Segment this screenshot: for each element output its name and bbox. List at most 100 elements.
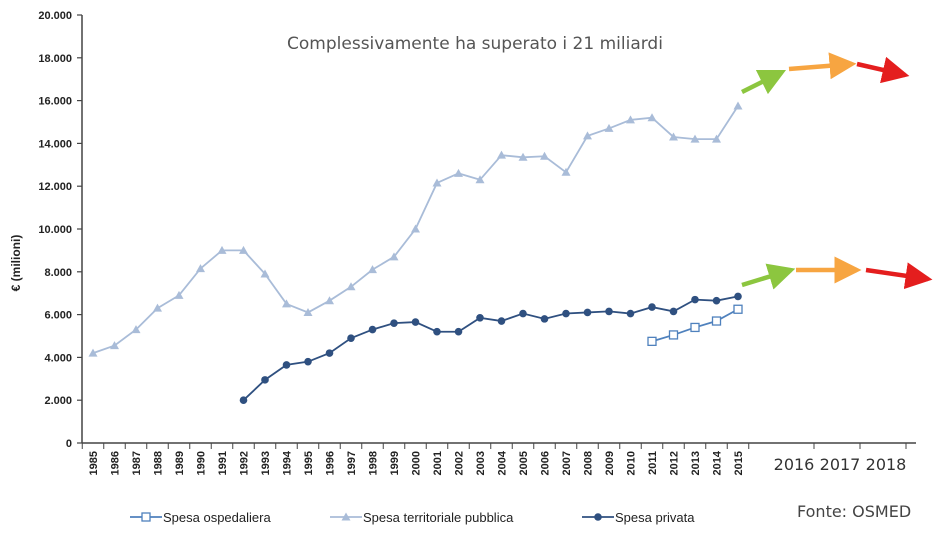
x-tick-label: 1989 <box>174 451 186 475</box>
data-point <box>347 334 355 342</box>
legend-item: Spesa ospedaliera <box>130 510 271 525</box>
data-point <box>325 349 334 357</box>
y-tick-label: 2.000 <box>44 395 72 407</box>
data-point <box>454 327 463 336</box>
data-point <box>174 290 184 299</box>
data-point <box>668 330 679 340</box>
series-line <box>242 295 739 401</box>
data-point <box>433 327 441 336</box>
series-spesa-privata <box>239 292 742 405</box>
x-tick-label: 2010 <box>626 451 638 475</box>
x-tick-label-projection: 2018 <box>866 455 907 474</box>
data-point <box>346 282 356 291</box>
lower-trend-arrow <box>865 262 933 290</box>
x-tick-label: 2004 <box>497 450 509 475</box>
data-point <box>475 175 485 184</box>
data-point <box>540 151 549 160</box>
y-tick-label: 10.000 <box>38 224 72 236</box>
x-tick-label: 1990 <box>196 451 208 475</box>
legend: Spesa ospedaliera Spesa territoriale pubb… <box>130 510 695 525</box>
x-tick-label: 1998 <box>368 451 380 475</box>
data-point <box>519 309 527 318</box>
data-point <box>131 325 141 334</box>
data-point <box>518 152 528 161</box>
x-tick-label: 1994 <box>282 450 294 475</box>
data-point <box>368 265 377 274</box>
x-tick-label-projection: 2017 <box>820 455 861 474</box>
y-tick-label: 18.000 <box>38 53 72 65</box>
data-point <box>540 315 549 323</box>
y-tick-label: 12.000 <box>38 181 72 193</box>
data-point <box>562 309 570 318</box>
x-axis: 1985 1986 1987 1988 1989 1990 1991 1992 1993 1994… <box>81 442 916 475</box>
data-point <box>303 307 313 316</box>
source-note: Fonte: OSMED <box>797 502 911 521</box>
legend-item: Spesa territoriale pubblica <box>330 510 514 525</box>
data-point <box>261 376 269 384</box>
series-spesa-ospedaliera <box>647 304 743 347</box>
data-point <box>341 512 351 521</box>
x-tick-label: 2002 <box>454 451 466 475</box>
x-tick-label: 1999 <box>389 451 401 475</box>
data-point <box>648 303 656 311</box>
y-tick-label: 0 <box>66 438 72 450</box>
x-tick-label: 2009 <box>604 451 616 475</box>
data-point <box>647 336 657 347</box>
y-axis-label: € (milioni) <box>9 235 23 292</box>
x-tick-label: 2008 <box>583 451 595 475</box>
x-tick-label: 1985 <box>88 451 100 475</box>
data-point <box>239 245 248 254</box>
data-point <box>389 252 399 261</box>
data-point <box>669 307 678 316</box>
x-tick-label: 2006 <box>540 451 552 475</box>
data-point <box>304 357 312 366</box>
data-point <box>196 264 205 273</box>
data-point <box>733 304 743 314</box>
upper-trend-arrow <box>788 52 857 80</box>
y-tick-label: 6.000 <box>44 310 72 322</box>
x-tick-label-projection: 2016 <box>774 455 815 474</box>
legend-label: Spesa ospedaliera <box>163 510 271 525</box>
lower-trend-arrow <box>741 263 796 290</box>
data-point <box>239 396 248 405</box>
data-point <box>432 178 442 187</box>
data-point <box>626 115 635 124</box>
x-tick-label: 2014 <box>712 450 724 475</box>
data-point <box>604 123 614 132</box>
x-tick-label: 2001 <box>432 451 444 475</box>
legend-label: Spesa privata <box>615 510 695 525</box>
chart-annotation: Complessivamente ha superato i 21 miliar… <box>287 34 663 54</box>
data-point <box>325 296 334 305</box>
data-point <box>411 224 420 233</box>
data-point <box>497 317 506 325</box>
x-tick-label: 1986 <box>110 451 122 475</box>
x-tick-label: 2012 <box>669 451 681 475</box>
trend-arrows <box>740 52 933 290</box>
x-tick-label: 1988 <box>153 451 165 475</box>
data-point <box>583 131 592 140</box>
legend-item: Spesa privata <box>582 510 695 525</box>
upper-trend-arrow <box>856 56 910 84</box>
y-tick-label: 4.000 <box>44 352 72 364</box>
data-point <box>583 308 592 317</box>
legend-label: Spesa territoriale pubblica <box>363 510 514 525</box>
data-point <box>411 318 420 326</box>
x-tick-label: 1991 <box>217 451 229 475</box>
data-point <box>282 299 291 308</box>
y-tick-label: 16.000 <box>38 96 72 108</box>
data-point <box>712 296 721 305</box>
data-point <box>454 168 463 177</box>
series-spesa-territoriale-pubblica <box>88 101 743 357</box>
x-tick-label: 2005 <box>518 451 530 475</box>
data-point <box>733 101 743 110</box>
data-point <box>669 132 678 141</box>
data-point <box>711 316 722 326</box>
data-point <box>368 325 377 334</box>
y-tick-label: 14.000 <box>38 138 72 150</box>
data-point <box>561 167 571 176</box>
data-point <box>690 134 700 143</box>
data-point <box>217 245 227 254</box>
data-point <box>88 348 98 357</box>
x-tick-label: 2007 <box>561 451 573 475</box>
